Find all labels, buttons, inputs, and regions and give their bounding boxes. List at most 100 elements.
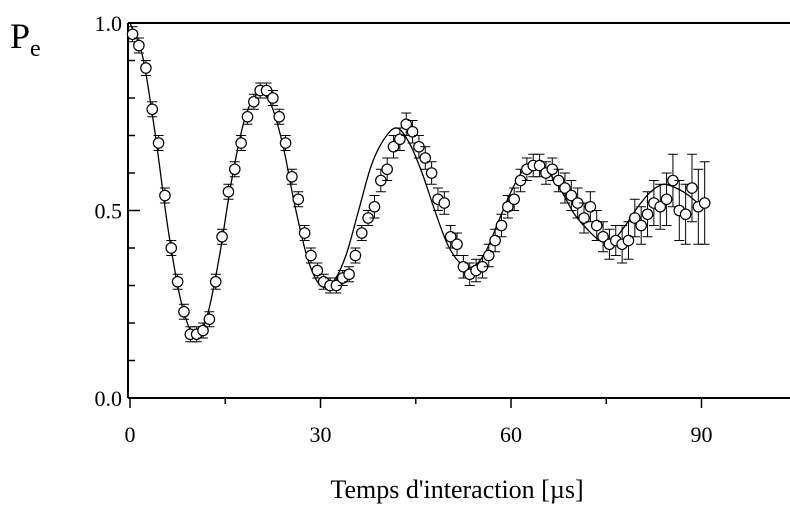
data-point <box>597 221 609 253</box>
data-point-marker <box>241 110 254 123</box>
data-point-marker <box>286 170 298 183</box>
data-point-marker <box>343 268 355 281</box>
data-point-marker <box>203 313 216 326</box>
data-point-marker <box>425 167 438 179</box>
data-point <box>146 101 159 118</box>
data-point-marker <box>552 174 565 187</box>
data-point-marker <box>133 39 145 52</box>
data-point <box>298 225 311 241</box>
data-point-marker <box>387 140 400 153</box>
data-point <box>641 191 654 238</box>
data-point-marker <box>622 234 635 247</box>
data-point-marker <box>641 208 654 221</box>
data-point-marker <box>400 118 413 131</box>
data-point <box>660 172 673 226</box>
data-point-marker <box>502 200 514 213</box>
data-point-marker <box>165 242 178 254</box>
data-point-marker <box>578 212 590 224</box>
data-point <box>279 135 292 151</box>
data-point-marker <box>533 159 546 172</box>
data-point-marker <box>438 197 451 209</box>
data-point <box>482 243 495 268</box>
data-point <box>686 153 698 223</box>
data-point <box>508 187 520 211</box>
data-point-marker <box>565 189 578 202</box>
data-point-marker <box>629 212 641 224</box>
data-point-marker <box>559 182 571 194</box>
data-point-marker <box>178 305 190 318</box>
data-point <box>451 232 463 256</box>
data-point <box>235 135 247 151</box>
data-point-marker <box>368 200 381 213</box>
data-point <box>228 161 241 178</box>
data-point-marker <box>279 137 292 149</box>
x-tick-label: 30 <box>310 422 332 447</box>
data-point-marker <box>349 249 362 262</box>
data-point <box>197 322 209 339</box>
data-point <box>381 157 393 181</box>
y-axis-label-main: P <box>10 16 30 56</box>
data-point <box>476 255 489 279</box>
data-point <box>571 187 584 219</box>
data-point-marker <box>209 275 222 288</box>
data-point <box>495 213 508 238</box>
data-point-marker <box>406 125 419 138</box>
data-point-marker <box>686 182 698 194</box>
data-point <box>394 127 406 151</box>
data-point <box>559 172 571 204</box>
data-point <box>305 247 317 264</box>
data-point <box>209 273 222 290</box>
data-point-marker <box>273 110 286 123</box>
data-point <box>413 135 425 159</box>
data-point-marker <box>508 193 520 206</box>
y-axis-ticks: 0.0 0.5 1.0 <box>95 11 140 411</box>
data-point <box>248 93 260 110</box>
data-point-marker <box>584 200 597 213</box>
data-point <box>159 187 171 204</box>
data-point <box>622 221 635 260</box>
data-point-marker <box>394 133 406 146</box>
y-axis-label: Pe <box>10 16 41 62</box>
data-point-marker <box>171 275 184 288</box>
data-point-marker <box>654 200 667 213</box>
data-point-marker <box>381 163 393 176</box>
data-point <box>343 266 355 283</box>
data-point <box>406 120 419 144</box>
data-point <box>533 153 546 178</box>
data-point <box>126 26 139 43</box>
data-point <box>489 228 501 253</box>
data-point <box>667 153 679 208</box>
data-point-marker <box>267 92 279 104</box>
data-point-marker <box>235 137 247 149</box>
data-point-marker <box>451 238 463 251</box>
data-point <box>203 311 216 328</box>
data-point <box>349 247 362 264</box>
data-point-marker <box>419 152 432 164</box>
data-point <box>387 135 400 159</box>
data-point-marker <box>146 103 159 116</box>
data-point <box>368 195 381 219</box>
data-point-marker <box>197 324 209 337</box>
y-axis-label-subscript: e <box>30 36 41 62</box>
data-point-marker <box>597 230 609 243</box>
data-point-marker <box>152 137 165 149</box>
data-point <box>698 161 711 245</box>
data-point <box>629 198 641 238</box>
x-axis-ticks: 0 30 60 90 <box>125 398 713 447</box>
data-point <box>292 191 305 208</box>
data-point-marker <box>590 219 603 232</box>
data-point <box>152 135 165 151</box>
data-point-marker <box>222 185 235 198</box>
data-point <box>286 168 298 185</box>
x-tick-label: 90 <box>691 422 713 447</box>
data-point-marker <box>444 230 457 243</box>
data-point-marker <box>298 227 311 239</box>
data-point-marker <box>248 95 260 108</box>
y-tick-label: 1.0 <box>95 11 123 36</box>
data-point <box>171 273 184 290</box>
data-point <box>438 191 451 215</box>
data-point-marker <box>635 219 647 232</box>
data-points-group <box>126 26 711 343</box>
data-point <box>355 225 368 241</box>
